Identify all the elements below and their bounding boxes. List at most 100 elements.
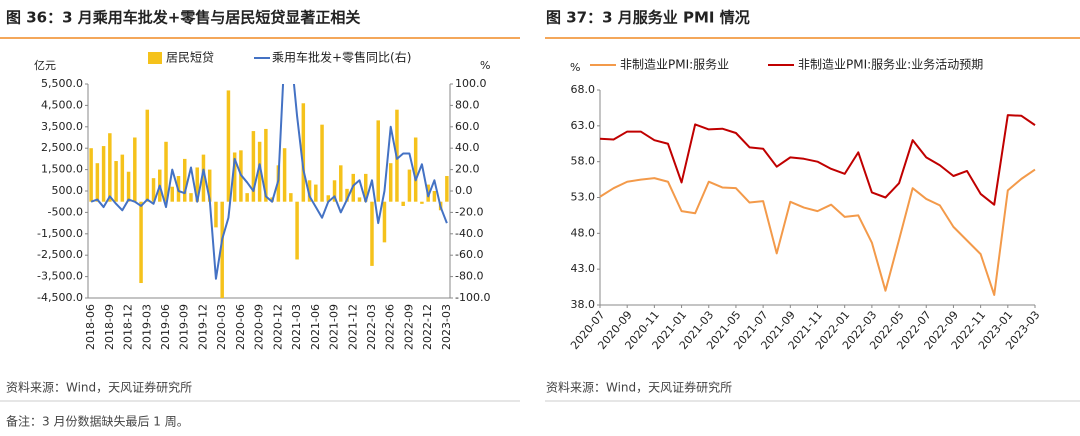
- bar: [376, 120, 380, 202]
- bar: [301, 103, 306, 202]
- tick-label: 4,500.0: [41, 98, 83, 111]
- bar: [101, 146, 106, 202]
- x-tick-label: 2020-06: [234, 304, 247, 350]
- tick-label: -60.0: [455, 248, 483, 261]
- tick-label: 48.0: [571, 226, 596, 239]
- tick-label: 20.0: [455, 163, 480, 176]
- tick-label: 80.0: [455, 98, 480, 111]
- bar: [139, 201, 143, 284]
- tick-label: 53.0: [571, 191, 596, 204]
- tick-label: -4,500.0: [37, 291, 83, 304]
- bar: [126, 171, 131, 202]
- x-tick-label: 2019-09: [178, 304, 191, 350]
- x-tick-label: 2022-03: [365, 304, 378, 350]
- bar: [420, 201, 424, 204]
- source: 资料来源：Wind，天风证券研究所: [6, 380, 192, 395]
- bar: [251, 131, 256, 202]
- bar: [264, 128, 268, 202]
- tick-label: 0.0: [455, 184, 473, 197]
- tick-label: -80.0: [455, 270, 483, 283]
- x-tick-label: 2019-03: [140, 304, 153, 350]
- bar: [432, 191, 437, 202]
- tick-label: -100.0: [455, 291, 490, 304]
- bar: [220, 201, 224, 298]
- tick-label: 58.0: [571, 155, 596, 168]
- bar: [207, 169, 212, 202]
- bar: [189, 193, 193, 202]
- bar: [245, 193, 249, 202]
- bar: [282, 148, 287, 202]
- tick-label: -500.0: [48, 205, 83, 218]
- x-tick-label: 2019-06: [159, 304, 172, 350]
- bar: [326, 195, 331, 202]
- bar: [307, 180, 312, 202]
- tick-label: 68.0: [571, 83, 596, 96]
- x-tick-label: 2021-12: [346, 304, 359, 350]
- tick-label: -40.0: [455, 227, 483, 240]
- tick-label: 2,500.0: [41, 141, 83, 154]
- tick-label: 500.0: [52, 184, 84, 197]
- bar: [413, 137, 418, 202]
- bar: [357, 197, 362, 202]
- tick-label: -1,500.0: [37, 227, 83, 240]
- x-tick-label: 2022-06: [384, 304, 397, 350]
- tick-label: 5,500.0: [41, 77, 83, 90]
- y-axis-label: %: [570, 61, 580, 74]
- legend-label: 居民短贷: [166, 51, 214, 65]
- bar: [339, 165, 343, 202]
- bar: [370, 201, 374, 266]
- series-line: [599, 168, 1036, 296]
- tick-label: 63.0: [571, 119, 596, 132]
- x-tick-label: 2021-03: [290, 304, 303, 350]
- x-tick-label: 2018-12: [122, 304, 135, 350]
- x-tick-label: 2018-09: [103, 304, 116, 350]
- bar: [314, 184, 318, 202]
- bar: [133, 137, 137, 202]
- bar: [232, 152, 237, 202]
- bar: [407, 169, 412, 202]
- source: 资料来源：Wind，天风证券研究所: [546, 380, 732, 395]
- y-axis-label: 亿元: [34, 59, 56, 72]
- x-tick-label: 2020-09: [253, 304, 266, 350]
- x-tick-label: 2021-09: [328, 304, 341, 350]
- bar: [108, 133, 112, 202]
- x-tick-label: 2022-12: [421, 304, 434, 350]
- bar: [120, 154, 125, 202]
- x-tick-label: 2018-06: [84, 304, 97, 350]
- bar: [388, 163, 393, 202]
- legend-label: 非制造业PMI:服务业:业务活动预期: [798, 57, 983, 72]
- y2-axis-label: %: [480, 59, 490, 72]
- x-tick-label: 2021-06: [309, 304, 322, 350]
- tick-label: 1,500.0: [41, 163, 83, 176]
- tick-label: -20.0: [455, 205, 483, 218]
- bar: [363, 173, 368, 202]
- bar: [401, 201, 405, 206]
- legend-label: 非制造业PMI:服务业: [620, 57, 729, 72]
- legend-label: 乘用车批发+零售同比(右): [272, 50, 411, 65]
- bar: [89, 148, 93, 202]
- bar: [195, 167, 199, 202]
- tick-label: -3,500.0: [37, 270, 83, 283]
- x-tick-label: 2020-03: [215, 304, 228, 350]
- bar: [201, 154, 206, 202]
- bar: [95, 163, 100, 202]
- tick-label: 100.0: [455, 77, 487, 90]
- bar: [332, 180, 337, 202]
- bar: [289, 193, 293, 202]
- tick-label: 40.0: [455, 141, 480, 154]
- series-line: [599, 114, 1036, 206]
- chart-title: 图 36：3 月乘用车批发+零售与居民短贷显著正相关: [6, 9, 360, 27]
- bar: [295, 201, 299, 260]
- bar: [345, 188, 349, 202]
- bar: [170, 186, 175, 202]
- x-tick-label: 2019-12: [196, 304, 209, 350]
- x-tick-label: 2020-12: [271, 304, 284, 350]
- bar: [151, 178, 156, 202]
- bar: [226, 90, 231, 202]
- tick-label: 60.0: [455, 120, 480, 133]
- bar: [114, 161, 118, 202]
- bar: [145, 109, 150, 202]
- bar: [382, 201, 387, 243]
- bar: [257, 141, 262, 202]
